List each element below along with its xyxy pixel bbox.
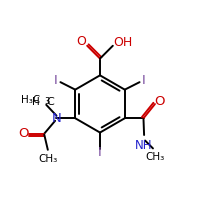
Text: NH: NH xyxy=(135,139,153,152)
Text: H₃C: H₃C xyxy=(21,95,41,105)
Text: H: H xyxy=(32,97,40,107)
Text: O: O xyxy=(19,127,29,140)
Text: 3: 3 xyxy=(45,97,50,106)
Text: O: O xyxy=(77,35,87,48)
Text: I: I xyxy=(98,146,102,159)
Text: N: N xyxy=(52,112,61,125)
Text: CH₃: CH₃ xyxy=(145,152,164,162)
Text: OH: OH xyxy=(113,36,132,49)
Text: I: I xyxy=(54,74,58,87)
Text: I: I xyxy=(142,74,146,87)
Text: O: O xyxy=(154,95,165,108)
Text: CH₃: CH₃ xyxy=(38,154,57,164)
Text: C: C xyxy=(46,97,54,107)
